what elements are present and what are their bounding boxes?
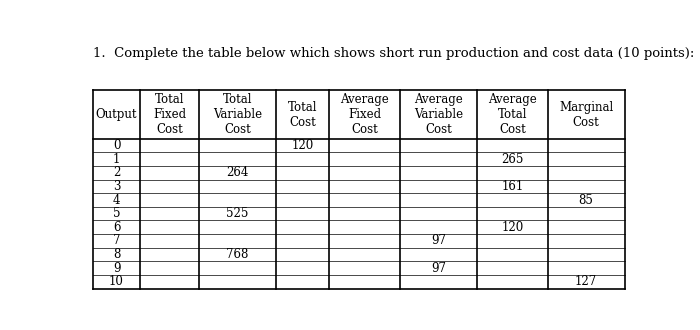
Text: 97: 97 — [431, 234, 446, 248]
Text: Total
Cost: Total Cost — [288, 101, 317, 129]
Text: 4: 4 — [113, 193, 120, 207]
Text: 0: 0 — [113, 139, 120, 152]
Text: 1.  Complete the table below which shows short run production and cost data (10 : 1. Complete the table below which shows … — [93, 47, 694, 60]
Text: 85: 85 — [579, 193, 594, 207]
Text: Output: Output — [96, 108, 137, 121]
Text: 264: 264 — [227, 166, 248, 179]
Text: 7: 7 — [113, 234, 120, 248]
Text: 2: 2 — [113, 166, 120, 179]
Text: 6: 6 — [113, 221, 120, 234]
Text: 3: 3 — [113, 180, 120, 193]
Text: Total
Variable
Cost: Total Variable Cost — [213, 93, 262, 136]
Text: Average
Variable
Cost: Average Variable Cost — [414, 93, 463, 136]
Text: 525: 525 — [227, 207, 248, 220]
Text: 8: 8 — [113, 248, 120, 261]
Text: 265: 265 — [501, 153, 524, 166]
Text: Total
Fixed
Cost: Total Fixed Cost — [153, 93, 186, 136]
Text: 5: 5 — [113, 207, 120, 220]
Text: 10: 10 — [109, 275, 124, 288]
Text: 161: 161 — [501, 180, 524, 193]
Text: 120: 120 — [291, 139, 314, 152]
Text: 120: 120 — [501, 221, 524, 234]
Text: 9: 9 — [113, 262, 120, 275]
Text: Marginal
Cost: Marginal Cost — [559, 101, 613, 129]
Text: 1: 1 — [113, 153, 120, 166]
Text: 97: 97 — [431, 262, 446, 275]
Text: Average
Total
Cost: Average Total Cost — [488, 93, 537, 136]
Text: Average
Fixed
Cost: Average Fixed Cost — [340, 93, 389, 136]
Text: 768: 768 — [227, 248, 248, 261]
Text: 127: 127 — [575, 275, 597, 288]
